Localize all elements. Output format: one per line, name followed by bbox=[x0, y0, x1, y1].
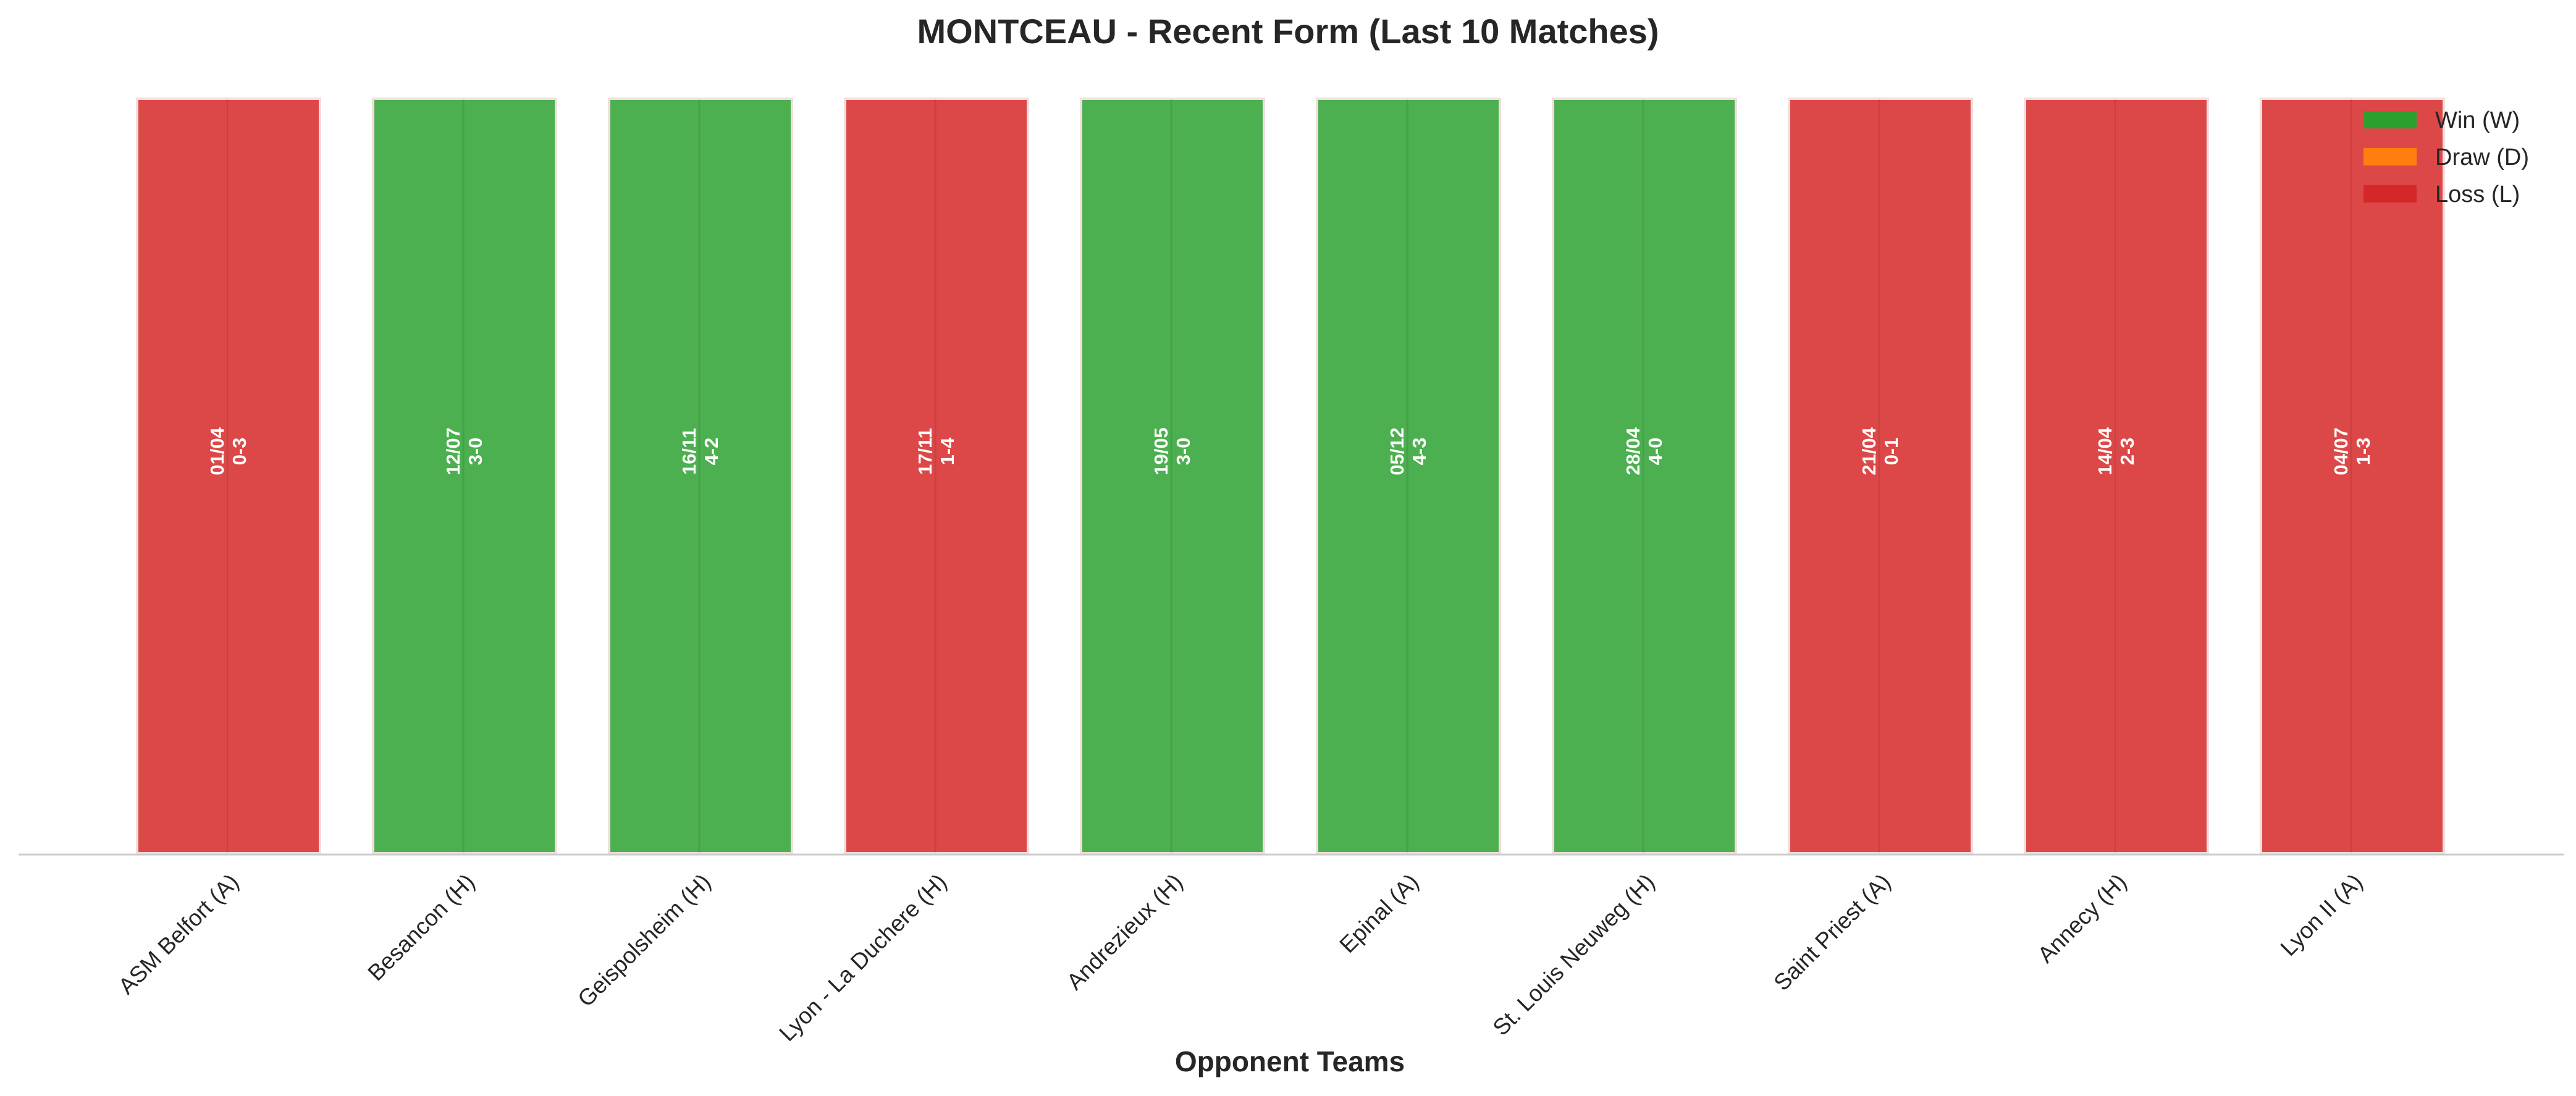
bar-group: 21/040-1 bbox=[1788, 98, 1973, 855]
legend-swatch bbox=[2363, 111, 2417, 128]
bar-label: 14/042-3 bbox=[2094, 427, 2138, 475]
legend-label: Draw (D) bbox=[2435, 144, 2529, 170]
bar-date: 12/07 bbox=[442, 427, 464, 475]
legend-swatch bbox=[2363, 148, 2417, 165]
bar-score: 4-2 bbox=[701, 438, 722, 466]
bar-date: 21/04 bbox=[1858, 427, 1880, 475]
legend-entry: Win (W) bbox=[2363, 107, 2520, 133]
bar bbox=[1080, 98, 1265, 855]
bar-score: 0-3 bbox=[229, 438, 250, 466]
bar-label: 28/044-0 bbox=[1622, 427, 1666, 475]
bar-date: 05/12 bbox=[1386, 427, 1408, 475]
x-tick-label: Andrezieux (H) bbox=[1062, 869, 1187, 994]
x-axis-label: Opponent Teams bbox=[1175, 1045, 1405, 1077]
chart-title: MONTCEAU - Recent Form (Last 10 Matches) bbox=[917, 12, 1659, 51]
bars-layer: 01/040-3 12/073-0 16/114-2 17/111-4 19/053-0… bbox=[136, 98, 2445, 855]
bar-label: 17/111-4 bbox=[914, 428, 958, 475]
bar-label: 19/053-0 bbox=[1150, 427, 1194, 475]
legend-label: Win (W) bbox=[2435, 107, 2520, 133]
bar-score: 1-3 bbox=[2352, 438, 2374, 466]
x-tick-labels: ASM Belfort (A) Besancon (H) Geispolsheim … bbox=[114, 869, 2368, 1046]
bar-label: 01/040-3 bbox=[206, 427, 250, 475]
bar-group: 05/124-3 bbox=[1316, 98, 1501, 855]
bar-score: 0-1 bbox=[1880, 438, 1902, 466]
x-tick-label: St. Louis Neuweg (H) bbox=[1488, 869, 1660, 1040]
bar-score: 2-3 bbox=[2116, 438, 2138, 466]
bar-label: 12/073-0 bbox=[442, 427, 486, 475]
bar bbox=[1788, 98, 1973, 855]
legend-entry: Loss (L) bbox=[2363, 182, 2520, 207]
bar bbox=[372, 98, 557, 855]
bar-date: 04/07 bbox=[2330, 427, 2352, 475]
bar-date: 19/05 bbox=[1150, 427, 1172, 475]
bar-group: 14/042-3 bbox=[2024, 98, 2209, 855]
x-tick-label: Besancon (H) bbox=[363, 869, 479, 985]
bar-group: 28/044-0 bbox=[1552, 98, 1737, 855]
bar-label: 16/114-2 bbox=[678, 428, 722, 475]
bar bbox=[2260, 98, 2445, 855]
bar-score: 4-3 bbox=[1408, 438, 1430, 466]
x-tick-label: Epinal (A) bbox=[1334, 869, 1423, 958]
legend-swatch bbox=[2363, 185, 2417, 203]
bar bbox=[608, 98, 793, 855]
bar-date: 01/04 bbox=[206, 427, 228, 475]
bar bbox=[136, 98, 321, 855]
bar bbox=[2024, 98, 2209, 855]
bar-score: 3-0 bbox=[1172, 438, 1194, 466]
bar-date: 28/04 bbox=[1622, 427, 1644, 475]
bar-score: 4-0 bbox=[1644, 438, 1666, 466]
bar-label: 04/071-3 bbox=[2330, 427, 2374, 475]
bar-group: 01/040-3 bbox=[136, 98, 321, 855]
legend-label: Loss (L) bbox=[2435, 182, 2520, 207]
bar-group: 16/114-2 bbox=[608, 98, 793, 855]
bar-score: 1-4 bbox=[937, 437, 958, 466]
legend: Win (W) Draw (D) Loss (L) bbox=[2363, 107, 2529, 207]
bar-date: 14/04 bbox=[2094, 427, 2116, 475]
bar-group: 12/073-0 bbox=[372, 98, 557, 855]
bar bbox=[1316, 98, 1501, 855]
x-tick-label: Saint Priest (A) bbox=[1769, 869, 1895, 995]
bar-group: 19/053-0 bbox=[1080, 98, 1265, 855]
bar-date: 17/11 bbox=[914, 428, 936, 475]
x-tick-label: Lyon - La Duchere (H) bbox=[774, 869, 951, 1046]
bar-date: 16/11 bbox=[678, 428, 700, 475]
legend-entry: Draw (D) bbox=[2363, 144, 2529, 170]
x-tick-label: ASM Belfort (A) bbox=[114, 869, 244, 999]
bar-score: 3-0 bbox=[465, 438, 486, 466]
bar bbox=[1552, 98, 1737, 855]
bar-label: 21/040-1 bbox=[1858, 427, 1902, 475]
bar bbox=[844, 98, 1029, 855]
bar-label: 05/124-3 bbox=[1386, 427, 1430, 475]
x-tick-label: Geispolsheim (H) bbox=[573, 869, 715, 1011]
bar-group: 04/071-3 bbox=[2260, 98, 2445, 855]
x-tick-label: Annecy (H) bbox=[2032, 869, 2131, 968]
bar-group: 17/111-4 bbox=[844, 98, 1029, 855]
x-tick-label: Lyon II (A) bbox=[2276, 869, 2368, 961]
